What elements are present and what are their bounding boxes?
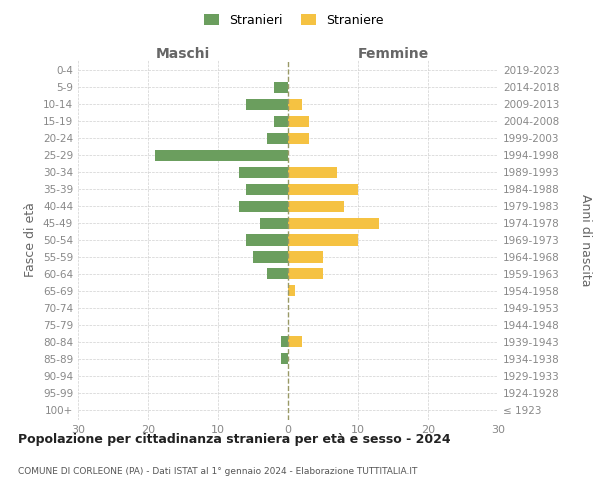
Bar xyxy=(253,252,288,262)
Legend: Stranieri, Straniere: Stranieri, Straniere xyxy=(199,8,389,32)
Bar xyxy=(288,336,302,347)
Bar xyxy=(288,166,337,177)
Bar xyxy=(288,218,379,228)
Bar xyxy=(267,268,288,280)
Bar xyxy=(288,98,302,110)
Bar xyxy=(260,218,288,228)
Bar xyxy=(267,132,288,143)
Bar xyxy=(288,234,358,246)
Bar xyxy=(246,234,288,246)
Bar xyxy=(274,82,288,92)
Text: Maschi: Maschi xyxy=(156,47,210,61)
Bar xyxy=(288,252,323,262)
Y-axis label: Anni di nascita: Anni di nascita xyxy=(579,194,592,286)
Bar xyxy=(288,184,358,194)
Bar xyxy=(155,150,288,160)
Text: Femmine: Femmine xyxy=(358,47,428,61)
Bar xyxy=(239,166,288,177)
Bar xyxy=(246,98,288,110)
Text: COMUNE DI CORLEONE (PA) - Dati ISTAT al 1° gennaio 2024 - Elaborazione TUTTITALI: COMUNE DI CORLEONE (PA) - Dati ISTAT al … xyxy=(18,468,418,476)
Y-axis label: Fasce di età: Fasce di età xyxy=(25,202,37,278)
Bar xyxy=(281,336,288,347)
Bar xyxy=(288,116,309,126)
Bar xyxy=(288,286,295,296)
Bar xyxy=(288,268,323,280)
Bar xyxy=(239,200,288,211)
Bar xyxy=(288,200,344,211)
Bar xyxy=(274,116,288,126)
Text: Popolazione per cittadinanza straniera per età e sesso - 2024: Popolazione per cittadinanza straniera p… xyxy=(18,432,451,446)
Bar xyxy=(288,132,309,143)
Bar xyxy=(281,354,288,364)
Bar xyxy=(246,184,288,194)
